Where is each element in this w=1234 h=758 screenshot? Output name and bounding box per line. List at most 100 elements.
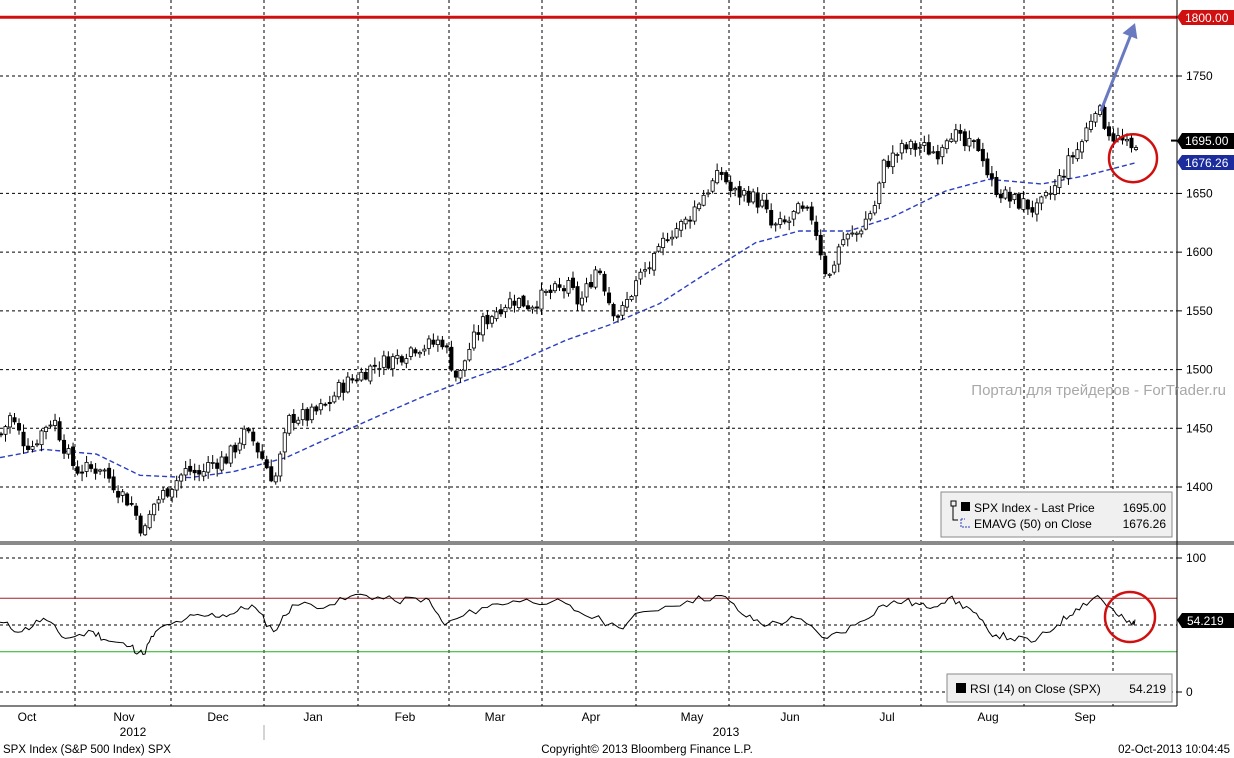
- candle-body: [764, 199, 769, 210]
- candle-body: [850, 232, 855, 235]
- legend-ema-label: EMAVG (50) on Close: [974, 517, 1092, 531]
- candle-body: [958, 129, 963, 134]
- candle-body: [107, 467, 112, 479]
- candle-body: [26, 445, 31, 450]
- candle-body: [75, 466, 80, 474]
- candle-body: [71, 446, 76, 466]
- candle-body: [12, 417, 17, 423]
- candle-body: [246, 428, 251, 432]
- rsi-line: [0, 593, 1136, 656]
- x-year-label: 2013: [713, 725, 740, 739]
- watermark: Портал для трейдеров - ForTrader.ru: [971, 382, 1226, 399]
- candle-body: [8, 415, 13, 428]
- candle-body: [652, 253, 657, 271]
- resistance-line: [0, 15, 1177, 142]
- candle-body: [368, 365, 373, 382]
- candle-body: [525, 305, 530, 310]
- candle-body: [805, 206, 810, 209]
- price-tick-label: 1500: [1186, 363, 1213, 377]
- candle-body: [899, 143, 904, 154]
- candle-body: [93, 468, 98, 474]
- candle-body: [512, 300, 517, 306]
- candle-body: [566, 279, 571, 294]
- candle-body: [120, 491, 125, 496]
- tag-rsi: 54.219: [1177, 613, 1234, 628]
- candle-body: [242, 428, 247, 446]
- candle-body: [593, 269, 598, 288]
- x-month-label: Oct: [18, 710, 37, 724]
- candle-body: [197, 470, 202, 475]
- candle-body: [183, 468, 188, 476]
- candle-body: [296, 419, 301, 424]
- candle-body: [742, 190, 747, 196]
- candle-body: [827, 273, 832, 276]
- candle-body: [926, 142, 931, 155]
- rsi-tick-label: 100: [1186, 551, 1206, 565]
- candle-body: [841, 239, 846, 246]
- footer-center: Copyright© 2013 Bloomberg Finance L.P.: [541, 744, 753, 756]
- candle-body: [138, 515, 143, 534]
- candle-body: [1106, 126, 1111, 137]
- annotations: [1099, 23, 1159, 644]
- candle-body: [98, 469, 103, 472]
- candle-body: [156, 499, 161, 504]
- candle-body: [917, 146, 922, 149]
- candle-body: [1079, 141, 1084, 153]
- candle-body: [192, 469, 197, 474]
- candle-body: [80, 471, 85, 474]
- candle-body: [462, 360, 467, 371]
- candle-body: [814, 221, 819, 236]
- x-month-label: Feb: [395, 710, 416, 724]
- grid-lines: [0, 0, 1177, 706]
- candle-body: [701, 194, 706, 206]
- candle-body: [1084, 127, 1089, 142]
- candle-body: [800, 205, 805, 209]
- candle-body: [868, 213, 873, 220]
- legend-price-swatch: [961, 502, 970, 511]
- candle-body: [733, 188, 738, 191]
- candle-body: [985, 158, 990, 176]
- candle-body: [251, 431, 256, 442]
- candle-body: [728, 181, 733, 192]
- candle-body: [386, 356, 391, 369]
- candle-body: [607, 292, 612, 304]
- candle-body: [278, 453, 283, 477]
- rsi-highlight-circle: [1103, 590, 1157, 644]
- rsi-axis-ticks: 0 100: [1177, 551, 1206, 699]
- candle-body: [971, 140, 976, 142]
- candle-body: [976, 139, 981, 152]
- x-month-label: Jun: [780, 710, 799, 724]
- candle-body: [219, 456, 224, 471]
- candle-body: [1039, 196, 1044, 204]
- candle-body: [291, 414, 296, 423]
- tag-1800-text: 1800.00: [1185, 11, 1229, 25]
- candle-body: [233, 444, 238, 453]
- candle-body: [287, 415, 292, 434]
- candle-body: [886, 160, 891, 168]
- panel-divider: [0, 541, 1234, 545]
- candle-body: [1066, 155, 1071, 179]
- price-axis-ticks: 1400 1450 1500 1550 1600 1650 1750: [1177, 69, 1213, 494]
- candle-body: [17, 423, 22, 431]
- candle-body: [1043, 192, 1048, 197]
- price-tick-label: 1600: [1186, 245, 1213, 259]
- candle-body: [746, 190, 751, 203]
- candle-body: [471, 331, 476, 349]
- candle-body: [706, 192, 711, 195]
- candle-body: [575, 286, 580, 305]
- candle-body: [237, 442, 242, 451]
- candle-body: [557, 284, 562, 288]
- candle-body: [53, 419, 58, 426]
- candle-body: [435, 339, 440, 345]
- candle-body: [3, 426, 8, 435]
- legend-price-label: SPX Index - Last Price: [974, 501, 1095, 515]
- candle-body: [84, 461, 89, 472]
- candle-body: [62, 439, 67, 454]
- candle-body: [0, 433, 4, 436]
- candle-body: [134, 505, 139, 516]
- candle-body: [769, 210, 774, 226]
- candle-body: [89, 464, 94, 469]
- candle-body: [877, 182, 882, 204]
- price-highlight-circle: [1107, 132, 1159, 184]
- candle-body: [674, 228, 679, 238]
